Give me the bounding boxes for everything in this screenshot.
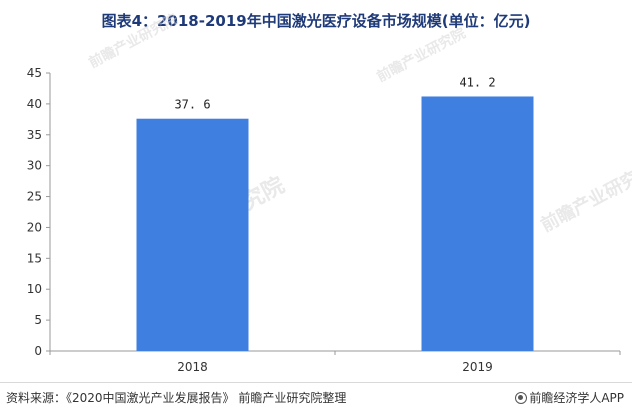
brand-logo-icon <box>515 391 528 404</box>
bar-2018 <box>136 118 249 352</box>
y-tick-label: 0 <box>34 344 42 358</box>
watermark-text: 前瞻产业研究院 <box>86 11 181 72</box>
y-tick-label: 10 <box>27 282 42 296</box>
y-tick-label: 40 <box>27 97 42 111</box>
source-note: 资料来源：《2020中国激光产业发展报告》 前瞻产业研究院整理 <box>6 391 347 405</box>
y-tick-label: 45 <box>27 66 42 80</box>
bar-chart: 前瞻产业研究院前瞻产业研究院前瞻产业研究院前瞻产业研究院 05101520253… <box>27 11 632 374</box>
y-tick-label: 15 <box>27 251 42 265</box>
x-tick-label-2018: 2018 <box>177 360 208 374</box>
x-tick-label-2019: 2019 <box>462 360 493 374</box>
y-tick-label: 25 <box>27 190 42 204</box>
data-label-2018: 37. 6 <box>174 98 210 112</box>
brand-credit: 前瞻经济学人APP <box>515 389 624 406</box>
chart-bars <box>136 96 534 352</box>
y-tick-label: 20 <box>27 220 42 234</box>
chart-labels: 37. 6 2018 41. 2 2019 <box>174 75 495 374</box>
y-tick-label: 30 <box>27 159 42 173</box>
watermark-text: 前瞻产业研究院 <box>537 158 632 237</box>
chart-title: 图表4：2018-2019年中国激光医疗设备市场规模(单位：亿元) <box>101 12 531 30</box>
y-tick-label: 5 <box>34 313 42 327</box>
watermark-text: 前瞻产业研究院 <box>374 25 469 86</box>
footer-divider <box>0 382 632 383</box>
y-tick-label: 35 <box>27 128 42 142</box>
bar-2019 <box>421 96 534 351</box>
data-label-2019: 41. 2 <box>459 75 495 89</box>
brand-name: 前瞻经济学人APP <box>529 391 624 405</box>
